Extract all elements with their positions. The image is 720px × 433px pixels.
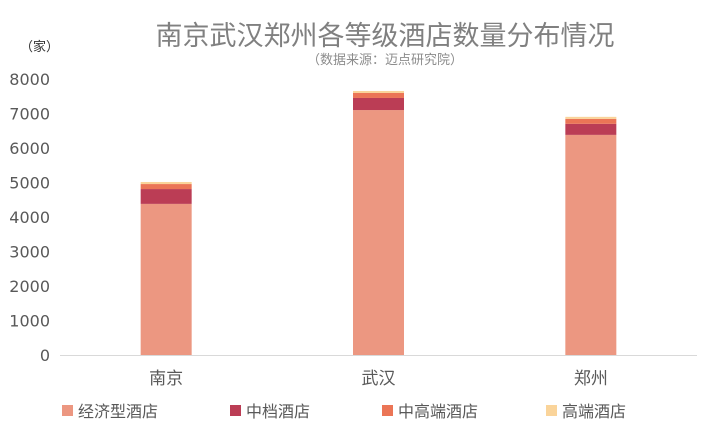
legend-swatch (546, 404, 557, 416)
y-tick-label: 5000 (9, 174, 50, 193)
legend-item: 高端酒店 (546, 398, 626, 422)
bar-4-2 (353, 90, 404, 93)
bar-3-2 (353, 92, 404, 98)
y-tick-label: 0 (40, 346, 50, 365)
legend-swatch (382, 404, 393, 416)
y-tick-label: 3000 (9, 243, 50, 262)
bar-3-1 (140, 184, 192, 190)
bar-1-1 (140, 203, 192, 355)
bar-2-3 (565, 123, 617, 135)
y-tick-label: 2000 (9, 277, 50, 296)
legend: 经济型酒店 中档酒店 中高端酒店 高端酒店 (0, 398, 720, 422)
legend-item: 经济型酒店 (62, 398, 158, 422)
legend-item: 中档酒店 (230, 398, 310, 422)
chart-subtitle: （数据来源：迈点研究院） (306, 53, 463, 68)
bar-1-2 (353, 110, 404, 355)
legend-label: 中档酒店 (246, 402, 311, 421)
legend-item: 中高端酒店 (382, 398, 478, 422)
legend-label: 中高端酒店 (398, 402, 479, 421)
y-tick-label: 4000 (9, 208, 50, 227)
bar-2-1 (140, 189, 192, 204)
y-tick-label: 1000 (9, 312, 50, 331)
x-tick-label: 南京 (149, 369, 183, 389)
legend-label: 高端酒店 (562, 402, 627, 421)
bar-1-3 (565, 134, 617, 355)
y-tick-label: 8000 (9, 70, 50, 89)
bar-2-2 (353, 97, 404, 111)
bar-3-3 (565, 118, 617, 124)
chart-title: 南京武汉郑州各等级酒店数量分布情况 (155, 21, 615, 52)
bar-4-3 (565, 116, 617, 119)
x-tick-label: 武汉 (362, 369, 396, 389)
bar-4-1 (140, 181, 192, 185)
legend-swatch (230, 404, 241, 416)
y-axis-unit: （家） (20, 40, 60, 55)
y-tick-label: 7000 (9, 105, 50, 124)
legend-label: 经济型酒店 (78, 402, 159, 421)
legend-swatch (62, 404, 73, 416)
x-tick-label: 郑州 (574, 369, 608, 389)
y-tick-label: 6000 (9, 139, 50, 158)
